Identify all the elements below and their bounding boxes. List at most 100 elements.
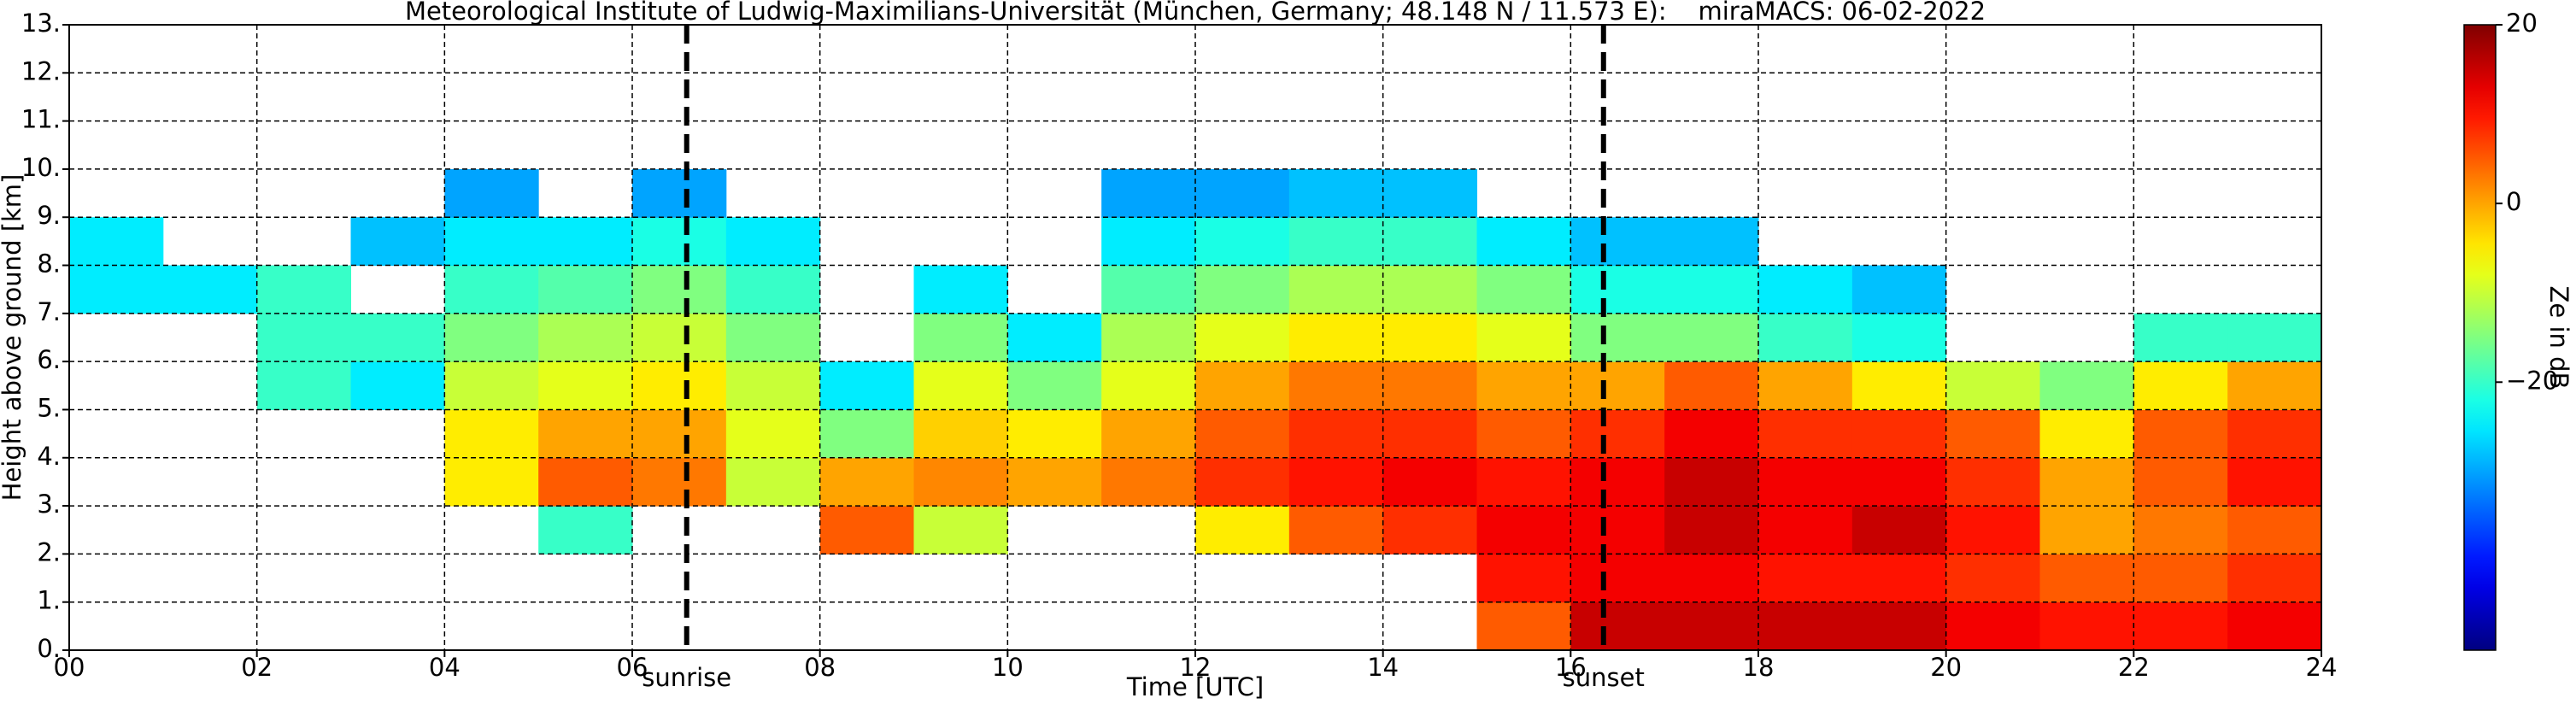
cell: [1195, 361, 1290, 410]
cell: [1101, 361, 1196, 410]
cell: [1007, 409, 1102, 459]
y-tick-label: 5.: [37, 393, 61, 422]
cell: [1851, 554, 1947, 603]
cell: [1664, 313, 1759, 362]
cell: [1101, 168, 1196, 218]
cell: [444, 265, 539, 314]
cell: [1758, 361, 1853, 410]
cell: [1758, 601, 1853, 651]
cell: [444, 217, 539, 267]
cell: [2039, 457, 2134, 507]
cell: [2133, 554, 2228, 603]
cell: [1101, 217, 1196, 267]
cell: [1758, 554, 1853, 603]
cell: [632, 313, 727, 362]
cell: [444, 409, 539, 459]
cell: [632, 361, 727, 410]
cell: [1570, 265, 1665, 314]
cell: [725, 313, 821, 362]
x-tick-label: 04: [429, 653, 461, 682]
cell: [1195, 265, 1290, 314]
cell: [725, 217, 821, 267]
cell: [725, 361, 821, 410]
cell: [1101, 313, 1196, 362]
colorbar-label: Ze in dB: [2544, 286, 2573, 390]
cell: [1101, 409, 1196, 459]
cell: [1288, 457, 1384, 507]
y-tick-label: 0.: [37, 634, 61, 663]
cell: [632, 409, 727, 459]
chart-title: Meteorological Institute of Ludwig-Maxim…: [405, 0, 1986, 26]
colorbar-tick-label: 20: [2506, 9, 2538, 38]
x-tick-label: 24: [2306, 653, 2338, 682]
cell: [538, 265, 633, 314]
cell: [1382, 168, 1477, 218]
y-tick-label: 12.: [21, 56, 61, 85]
axes: [62, 24, 2322, 657]
y-tick-label: 4.: [37, 442, 61, 471]
cell: [913, 409, 1008, 459]
cell: [1945, 457, 2040, 507]
cell: [1195, 168, 1290, 218]
y-axis-label: Height above ground [km]: [0, 174, 26, 502]
cell: [1945, 361, 2040, 410]
cell: [2133, 313, 2228, 362]
cell: [913, 457, 1008, 507]
cell: [1570, 506, 1665, 554]
cell: [1382, 217, 1477, 267]
cell: [1945, 409, 2040, 459]
y-tick-label: 7.: [37, 297, 61, 326]
cell: [1664, 601, 1759, 651]
cell: [632, 217, 727, 267]
cell: [2227, 361, 2322, 410]
cell: [2039, 361, 2134, 410]
cell: [1570, 554, 1665, 603]
y-tick-label: 11.: [21, 105, 61, 134]
cell: [1758, 265, 1853, 314]
cell: [1288, 313, 1384, 362]
cell: [2039, 601, 2134, 651]
cell: [2039, 554, 2134, 603]
x-tick-label: 02: [241, 653, 273, 682]
cell: [1476, 409, 1571, 459]
cell: [162, 265, 258, 314]
cell: [632, 265, 727, 314]
cell: [913, 313, 1008, 362]
cell: [1758, 506, 1853, 554]
cell: [1195, 313, 1290, 362]
x-tick-label: 00: [54, 653, 85, 682]
colorbar-frame: [2463, 24, 2497, 651]
cell: [1382, 265, 1477, 314]
cell: [538, 457, 633, 507]
cell: [1570, 601, 1665, 651]
x-tick-label: 12: [1180, 653, 1212, 682]
cell: [632, 457, 727, 507]
colorbar: [2464, 25, 2496, 650]
cell: [350, 313, 445, 362]
cell: [1851, 313, 1947, 362]
cell: [1195, 506, 1290, 554]
cell: [725, 457, 821, 507]
cell: [1476, 506, 1571, 554]
cell: [913, 506, 1008, 554]
cell: [1288, 361, 1384, 410]
cell: [2039, 409, 2134, 459]
cell: [1945, 554, 2040, 603]
cell: [819, 506, 914, 554]
cell: [1664, 506, 1759, 554]
cell: [2227, 409, 2322, 459]
cell: [350, 361, 445, 410]
cell: [819, 457, 914, 507]
cell: [444, 361, 539, 410]
cell: [350, 217, 445, 267]
y-tick-label: 8.: [37, 249, 61, 279]
cell: [1851, 506, 1947, 554]
cell: [1382, 313, 1477, 362]
cell: [1758, 409, 1853, 459]
cell: [1382, 457, 1477, 507]
cell: [2227, 601, 2322, 651]
x-tick-label: 22: [2118, 653, 2150, 682]
cell: [1288, 265, 1384, 314]
cell: [1476, 265, 1571, 314]
